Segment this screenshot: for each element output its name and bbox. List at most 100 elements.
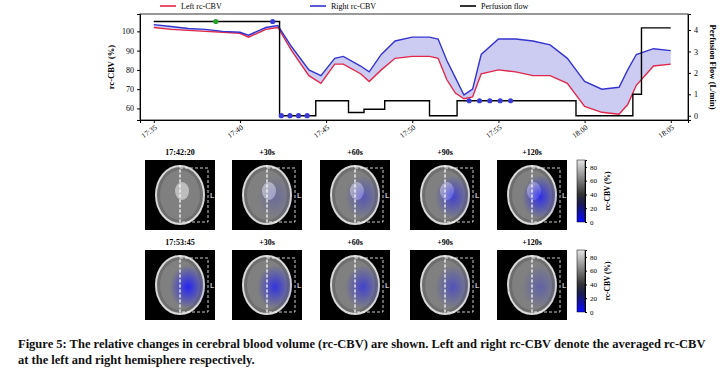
caption: Figure 5: The relative changes in cerebr… bbox=[18, 336, 710, 368]
ct-background bbox=[320, 250, 390, 320]
roi-box bbox=[180, 258, 208, 312]
tick-label: 0 bbox=[694, 112, 698, 121]
marker bbox=[498, 98, 503, 103]
tick-label: 90 bbox=[126, 47, 134, 56]
colorbar bbox=[577, 250, 585, 312]
axis: 60708090100 bbox=[122, 15, 141, 121]
tick: 4 bbox=[688, 26, 698, 35]
side-label: L bbox=[562, 191, 567, 200]
tick-label: 17:50 bbox=[398, 123, 417, 140]
y-axis-title: rc-CBV (%) bbox=[106, 45, 116, 89]
tick: 60 bbox=[585, 177, 598, 185]
tick-mark bbox=[137, 108, 140, 109]
side-label: L bbox=[475, 191, 480, 200]
tick-label: 100 bbox=[122, 27, 134, 36]
tick-label: 17:45 bbox=[312, 123, 331, 140]
tick-mark bbox=[688, 30, 691, 31]
side-label: L bbox=[562, 281, 567, 290]
side-label: L bbox=[475, 281, 480, 290]
tick-mark bbox=[326, 120, 327, 123]
axis-line bbox=[689, 15, 692, 121]
tick: 80 bbox=[585, 164, 598, 172]
tick-mark bbox=[154, 120, 155, 123]
tick-label: 80 bbox=[590, 164, 598, 172]
ct-panel: +60sL bbox=[320, 148, 390, 230]
legend-swatch bbox=[310, 5, 326, 7]
tick: 100 bbox=[122, 27, 140, 36]
panel-title: +120s bbox=[522, 148, 542, 157]
ct-panel: 17:53:45L bbox=[145, 238, 215, 320]
tick: 17:35 bbox=[140, 120, 159, 140]
axis-line bbox=[141, 121, 689, 124]
ct-background bbox=[497, 160, 567, 230]
roi-box bbox=[445, 258, 473, 312]
panel-title: +30s bbox=[259, 238, 275, 247]
marker bbox=[305, 113, 310, 118]
tick-mark bbox=[137, 89, 140, 90]
legend-label: Left rc-CBV bbox=[181, 2, 222, 11]
lesion bbox=[175, 182, 189, 200]
tick-label: 60 bbox=[590, 267, 598, 275]
tick-label: 0 bbox=[590, 309, 594, 317]
tick-label: 60 bbox=[590, 177, 598, 185]
tick: 3 bbox=[688, 48, 698, 57]
roi-box bbox=[532, 258, 560, 312]
plot-area bbox=[154, 19, 671, 118]
tick-label: 40 bbox=[590, 281, 598, 289]
marker bbox=[287, 113, 292, 118]
tick-label: 17:55 bbox=[484, 123, 503, 140]
ct-background bbox=[232, 250, 302, 320]
tick-mark bbox=[671, 120, 672, 123]
tick-mark bbox=[688, 51, 691, 52]
rc-cbv-overlay bbox=[257, 175, 293, 219]
panel-title: +120s bbox=[522, 238, 542, 247]
tick: 20 bbox=[585, 295, 598, 303]
panel-title: +60s bbox=[347, 238, 363, 247]
marker bbox=[477, 98, 482, 103]
tick-label: 60 bbox=[126, 104, 134, 113]
rc-cbv-overlay bbox=[345, 265, 381, 309]
legend-label: Right rc-CBV bbox=[331, 2, 376, 11]
plot-frame bbox=[140, 14, 688, 120]
side-label: L bbox=[385, 191, 390, 200]
rc-cbv-overlay bbox=[170, 265, 206, 309]
rc-cbv-overlay bbox=[522, 265, 558, 309]
ct-panel: +30sL bbox=[232, 238, 302, 320]
line bbox=[154, 25, 671, 95]
tick-label: 20 bbox=[590, 295, 598, 303]
tick: 40 bbox=[585, 191, 598, 199]
marker bbox=[487, 98, 492, 103]
tick: 20 bbox=[585, 205, 598, 213]
legend: Left rc-CBV Right rc-CBV Perfusion flow bbox=[160, 2, 529, 11]
axis-line bbox=[586, 251, 588, 313]
rc-cbv-overlay bbox=[345, 175, 381, 219]
roi-box bbox=[180, 168, 208, 222]
step-line bbox=[154, 21, 671, 115]
ct-background bbox=[497, 250, 567, 320]
tick-mark bbox=[585, 257, 587, 258]
tick-mark bbox=[688, 73, 691, 74]
legend-swatch bbox=[460, 5, 476, 7]
tick-label: 18:00 bbox=[570, 123, 589, 140]
panel-title: +90s bbox=[437, 238, 453, 247]
tick-label: 4 bbox=[694, 26, 698, 35]
tick: 0 bbox=[585, 219, 594, 227]
roi-box bbox=[355, 258, 383, 312]
ct-background bbox=[320, 160, 390, 230]
colorbar-title: rc-CBV (%) bbox=[603, 261, 612, 301]
tick-label: 3 bbox=[694, 48, 698, 57]
tick: 80 bbox=[126, 66, 140, 75]
legend-label: Perfusion flow bbox=[481, 2, 529, 11]
rc-cbv-overlay bbox=[257, 265, 293, 309]
panel-title: +90s bbox=[437, 148, 453, 157]
tick-label: 17:35 bbox=[140, 123, 159, 140]
marker bbox=[467, 98, 472, 103]
rc-cbv-overlay bbox=[435, 265, 471, 309]
ct-background bbox=[410, 250, 480, 320]
tick-mark bbox=[585, 208, 587, 209]
marker bbox=[296, 113, 301, 118]
axis: 17:3517:4017:4517:5017:5518:0018:05 bbox=[140, 120, 689, 140]
axis-line bbox=[137, 15, 141, 121]
panel-title: 17:53:45 bbox=[165, 238, 194, 247]
tick-mark bbox=[585, 181, 587, 182]
